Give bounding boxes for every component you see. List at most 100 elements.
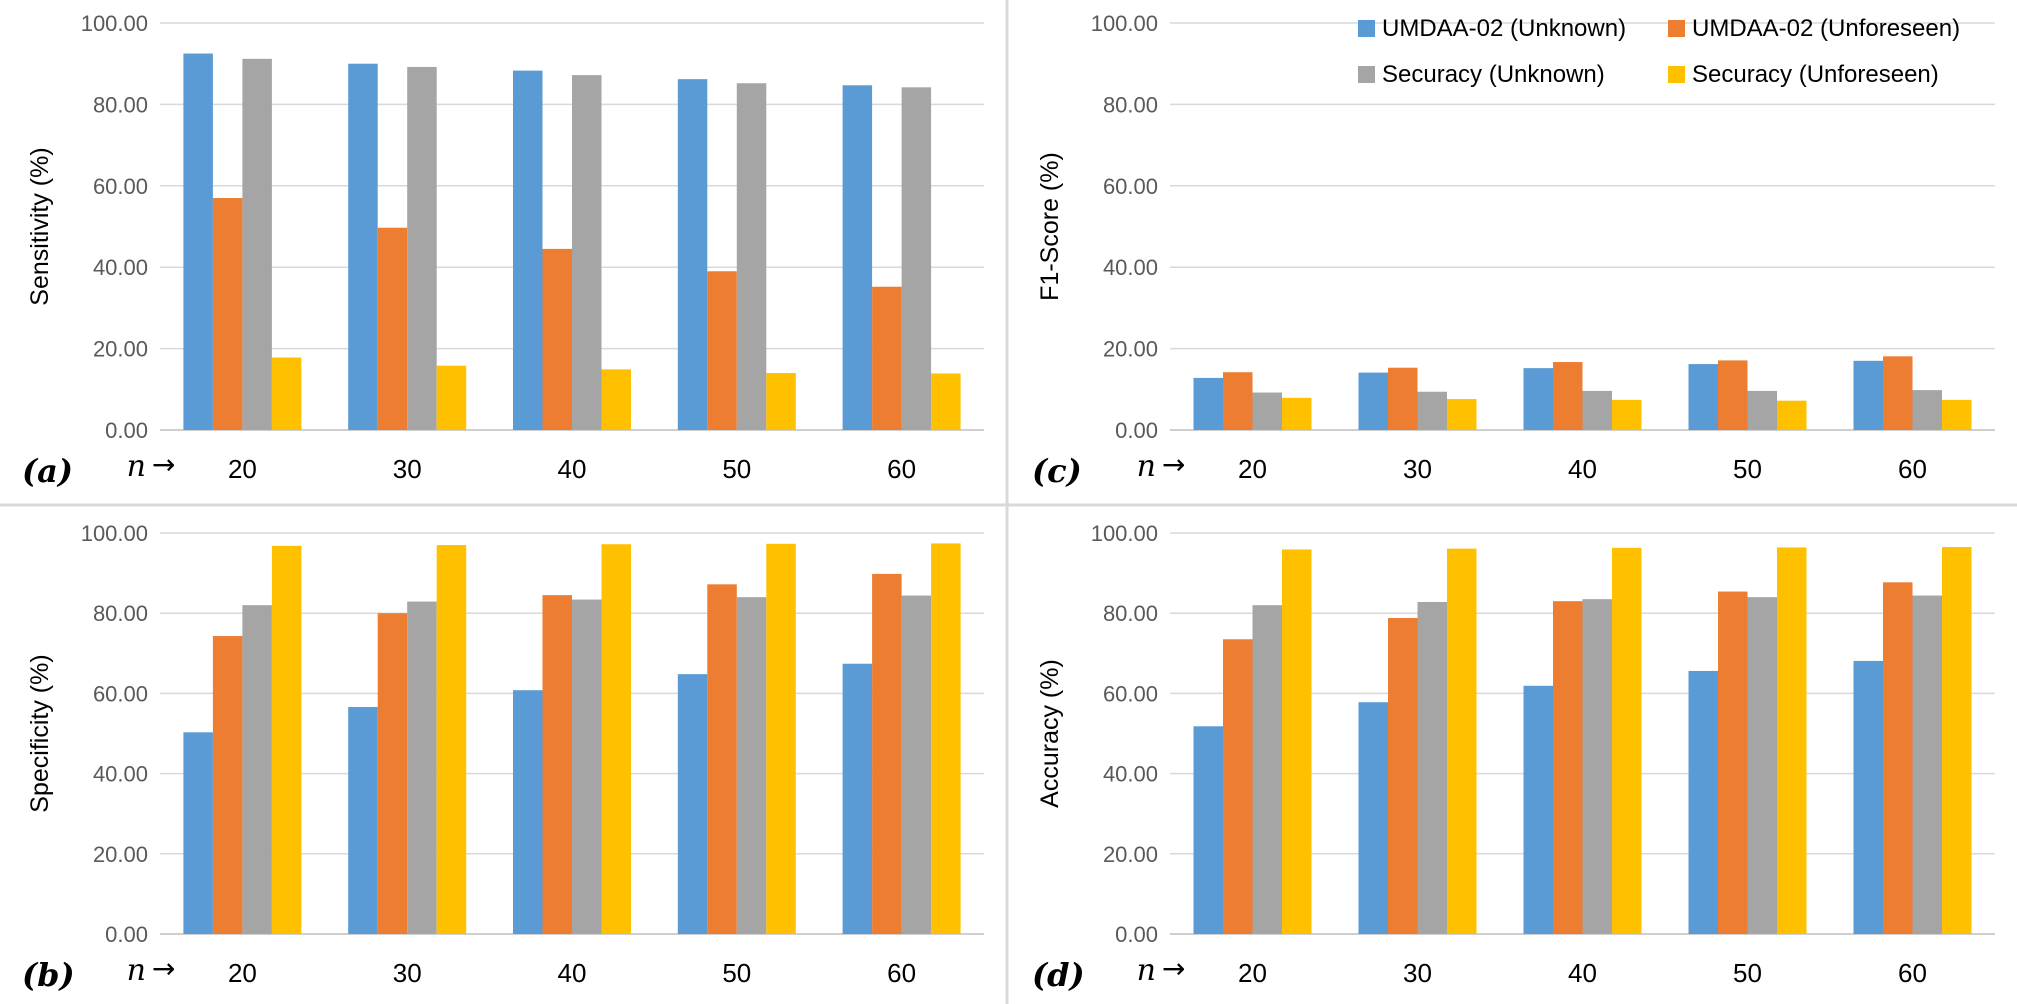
y-tick-label: 20.00 xyxy=(93,842,148,867)
bar-c-s2-60 xyxy=(1912,390,1942,430)
bar-c-s0-30 xyxy=(1358,372,1388,430)
bar-d-s1-30 xyxy=(1388,618,1418,934)
x-tick-label: 60 xyxy=(1898,958,1927,988)
n-arrow: → xyxy=(152,952,175,985)
x-tick-label: 30 xyxy=(1403,958,1432,988)
bar-c-s0-40 xyxy=(1523,368,1553,430)
bar-c-s2-20 xyxy=(1252,392,1282,430)
bar-b-s0-20 xyxy=(183,732,213,934)
bar-d-s0-20 xyxy=(1193,726,1223,934)
bar-b-s3-50 xyxy=(766,543,796,934)
legend-swatch xyxy=(1668,20,1685,37)
bar-c-s0-60 xyxy=(1853,360,1883,430)
bar-b-s0-40 xyxy=(513,690,543,934)
bar-c-s2-50 xyxy=(1747,390,1777,430)
legend-label: UMDAA-02 (Unknown) xyxy=(1382,15,1626,42)
bar-d-s2-60 xyxy=(1912,595,1942,934)
bar-a-s2-20 xyxy=(242,58,272,430)
bar-b-s2-40 xyxy=(572,599,602,934)
bar-a-s0-30 xyxy=(348,63,378,430)
legend-label: Securacy (Unknown) xyxy=(1382,61,1605,88)
y-tick-label: 0.00 xyxy=(1115,418,1158,443)
y-tick-label: 40.00 xyxy=(1103,762,1158,787)
x-tick-label: 30 xyxy=(1403,454,1432,484)
bar-a-s0-20 xyxy=(183,53,213,431)
y-tick-label: 80.00 xyxy=(93,601,148,626)
panel-label-d: (d) xyxy=(1032,956,1085,994)
bar-c-s3-50 xyxy=(1777,400,1807,430)
bar-b-s0-30 xyxy=(348,707,378,934)
bar-a-s0-60 xyxy=(842,85,873,431)
x-tick-label: 20 xyxy=(228,454,257,484)
n-marker: n xyxy=(1137,449,1156,484)
bar-d-s0-60 xyxy=(1853,660,1883,934)
legend-label: UMDAA-02 (Unforeseen) xyxy=(1692,15,1960,42)
y-tick-label: 60.00 xyxy=(1103,174,1158,199)
bar-b-s2-60 xyxy=(901,595,932,934)
bar-b-s3-60 xyxy=(931,543,961,934)
legend-swatch xyxy=(1358,20,1375,37)
bar-d-s0-30 xyxy=(1358,702,1388,934)
y-tick-label: 100.00 xyxy=(1091,11,1158,36)
bar-a-s3-30 xyxy=(436,365,467,430)
x-tick-label: 50 xyxy=(1733,958,1762,988)
bar-c-s0-20 xyxy=(1193,377,1223,430)
y-tick-label: 100.00 xyxy=(81,11,148,36)
y-tick-label: 80.00 xyxy=(93,92,148,117)
x-tick-label: 60 xyxy=(887,958,916,988)
chart-panel-d: 0.00 20.00 40.00 60.00 80.00 100.00 Accuracy (… xyxy=(1032,521,1995,994)
bar-a-s0-50 xyxy=(677,79,708,430)
bar-d-s3-30 xyxy=(1447,548,1477,934)
bar-c-s1-30 xyxy=(1388,367,1418,430)
bar-a-s3-50 xyxy=(766,373,796,430)
y-axis-title: Accuracy (%) xyxy=(1036,659,1064,808)
bar-c-s1-60 xyxy=(1883,356,1913,430)
y-tick-label: 20.00 xyxy=(1103,842,1158,867)
bar-a-s1-50 xyxy=(707,271,737,430)
bar-a-s3-40 xyxy=(601,369,631,430)
y-axis-title: Specificity (%) xyxy=(26,654,54,812)
bar-d-s3-50 xyxy=(1777,547,1807,934)
bar-d-s3-20 xyxy=(1282,549,1312,934)
y-tick-label: 100.00 xyxy=(1091,521,1158,546)
legend-label: Securacy (Unforeseen) xyxy=(1692,61,1939,88)
panel-label-a: (a) xyxy=(22,452,73,490)
y-tick-label: 0.00 xyxy=(1115,922,1158,947)
x-tick-label: 30 xyxy=(393,454,422,484)
y-tick-label: 60.00 xyxy=(93,174,148,199)
x-tick-label: 30 xyxy=(393,958,422,988)
bar-b-s3-40 xyxy=(601,544,631,934)
bar-a-s2-30 xyxy=(407,66,437,431)
y-tick-label: 0.00 xyxy=(105,922,148,947)
bar-a-s1-20 xyxy=(212,198,243,430)
y-tick-label: 60.00 xyxy=(1103,681,1158,706)
bar-a-s2-40 xyxy=(572,75,602,430)
bar-d-s2-20 xyxy=(1252,605,1282,934)
y-tick-label: 80.00 xyxy=(1103,601,1158,626)
y-tick-label: 0.00 xyxy=(105,418,148,443)
bar-c-s3-30 xyxy=(1447,399,1477,430)
bar-b-s0-60 xyxy=(842,663,873,934)
bar-d-s3-60 xyxy=(1942,547,1972,934)
x-tick-label: 40 xyxy=(558,958,587,988)
panel-label-b: (b) xyxy=(22,956,75,994)
legend-item: UMDAA-02 (Unforeseen) xyxy=(1668,15,1960,42)
legend-item: Securacy (Unknown) xyxy=(1358,61,1605,88)
bar-d-s2-50 xyxy=(1747,597,1777,934)
legend-item: UMDAA-02 (Unknown) xyxy=(1358,15,1626,42)
x-tick-label: 20 xyxy=(1238,454,1267,484)
x-tick-label: 20 xyxy=(228,958,257,988)
bar-b-s0-50 xyxy=(677,674,708,934)
bar-c-s1-40 xyxy=(1553,362,1583,430)
bar-b-s1-60 xyxy=(872,573,902,934)
chart-legend: UMDAA-02 (Unknown) UMDAA-02 (Unforeseen) S… xyxy=(1358,15,1960,88)
bar-c-s3-60 xyxy=(1942,399,1972,430)
y-tick-label: 40.00 xyxy=(1103,255,1158,280)
bar-a-s1-30 xyxy=(377,227,408,430)
y-tick-label: 60.00 xyxy=(93,681,148,706)
x-tick-label: 40 xyxy=(558,454,587,484)
bar-b-s1-40 xyxy=(542,595,572,934)
bar-a-s3-20 xyxy=(271,357,302,430)
y-axis-title: Sensitivity (%) xyxy=(26,147,54,305)
